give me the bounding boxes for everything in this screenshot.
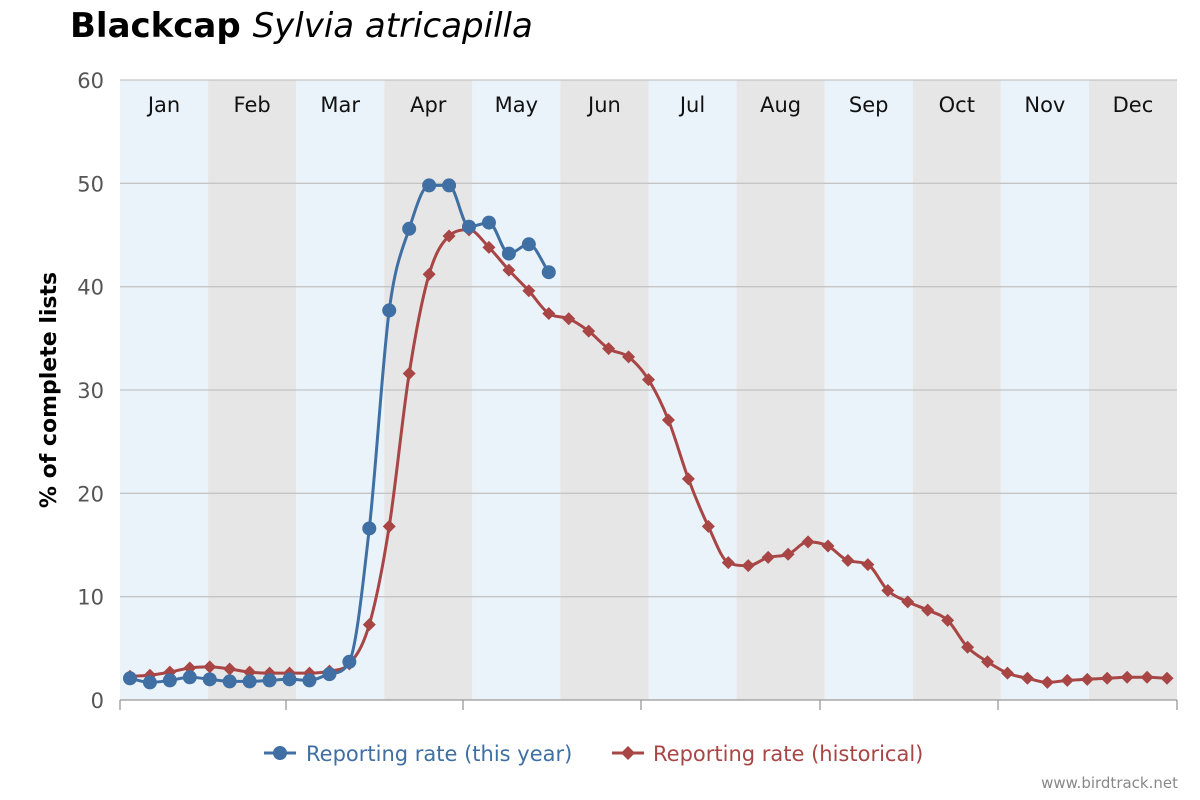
data-point (921, 603, 935, 617)
data-point (901, 595, 915, 609)
month-label: Nov (1024, 93, 1065, 117)
data-point (223, 662, 237, 676)
data-point (402, 221, 417, 236)
month-label: Apr (410, 93, 447, 117)
data-point (761, 550, 775, 564)
series-this-year (122, 178, 556, 690)
data-point (362, 521, 377, 536)
data-point (322, 667, 337, 682)
y-tick-label: 0 (91, 689, 104, 713)
data-point (1000, 666, 1014, 680)
data-point (162, 673, 177, 688)
data-point (122, 671, 137, 686)
data-point (801, 535, 815, 549)
month-label: Aug (760, 93, 801, 117)
data-point (402, 366, 416, 380)
data-point (302, 673, 317, 688)
data-point (721, 556, 735, 570)
legend-item-this-year[interactable]: Reporting rate (this year) (264, 742, 572, 766)
data-point (502, 263, 516, 277)
y-tick-label: 50 (77, 172, 104, 196)
data-point (541, 265, 556, 280)
legend-circle-marker (273, 746, 287, 760)
data-point (881, 583, 895, 597)
month-label: Mar (320, 93, 360, 117)
data-point (1040, 675, 1054, 689)
month-label: Jul (678, 93, 705, 117)
y-axis-label: % of complete lists (37, 272, 62, 508)
data-point (841, 554, 855, 567)
data-point (1060, 673, 1074, 687)
data-point (422, 178, 437, 193)
data-point (542, 307, 556, 321)
legend-label-this-year: Reporting rate (this year) (306, 742, 572, 766)
data-point (582, 324, 596, 338)
data-point (262, 673, 277, 688)
data-point (202, 672, 217, 687)
data-point (821, 539, 835, 553)
data-point (1100, 671, 1114, 685)
y-tick-label: 30 (77, 379, 104, 403)
legend-diamond-marker (621, 746, 635, 760)
month-label: Oct (939, 93, 975, 117)
data-point (422, 267, 436, 281)
data-point (382, 519, 396, 533)
data-point (342, 654, 357, 669)
y-tick-label: 20 (77, 482, 104, 506)
data-point (462, 219, 477, 234)
legend-label-historical: Reporting rate (historical) (653, 742, 923, 766)
data-point (522, 284, 536, 298)
data-point (981, 655, 995, 669)
data-point (642, 373, 655, 387)
month-label: Feb (234, 93, 271, 117)
month-label: Jun (586, 93, 621, 117)
data-point (701, 519, 715, 533)
month-label: Sep (849, 93, 889, 117)
data-point (521, 237, 536, 252)
data-point (442, 229, 456, 243)
data-point (1020, 671, 1034, 685)
data-point (182, 670, 197, 685)
data-point (1080, 672, 1094, 686)
series-historical (123, 223, 1174, 689)
data-point (382, 303, 397, 318)
data-point (481, 215, 496, 230)
y-tick-label: 10 (77, 586, 104, 610)
data-point (562, 312, 576, 326)
data-point (282, 672, 297, 687)
data-point (442, 178, 457, 193)
data-point (222, 674, 237, 689)
data-point (362, 618, 376, 632)
chart-title-scientific: Sylvia atricapilla (252, 6, 533, 46)
month-label: Dec (1113, 93, 1154, 117)
data-point (1120, 670, 1134, 684)
data-point (501, 246, 516, 261)
data-point (681, 472, 695, 486)
data-point (861, 558, 875, 572)
chart-title: Blackcap Sylvia atricapilla (70, 6, 533, 46)
data-point (661, 413, 675, 427)
data-point (622, 350, 636, 364)
data-point (941, 613, 955, 627)
data-point (142, 675, 157, 690)
legend-item-historical[interactable]: Reporting rate (historical) (612, 742, 923, 766)
chart-title-common: Blackcap (70, 6, 241, 46)
watermark: www.birdtrack.net (1041, 774, 1178, 792)
data-point (1160, 671, 1174, 685)
data-point (242, 674, 257, 689)
month-label: Jan (146, 93, 180, 117)
data-point (602, 342, 616, 356)
data-point (203, 660, 217, 674)
month-label: May (495, 93, 538, 117)
data-point (781, 547, 795, 561)
data-point (741, 559, 755, 573)
legend: Reporting rate (this year) Reporting rat… (264, 742, 923, 766)
data-point (482, 240, 496, 254)
data-point (1140, 670, 1154, 684)
y-tick-label: 60 (77, 69, 104, 93)
y-tick-label: 40 (77, 276, 104, 300)
data-point (961, 640, 975, 654)
